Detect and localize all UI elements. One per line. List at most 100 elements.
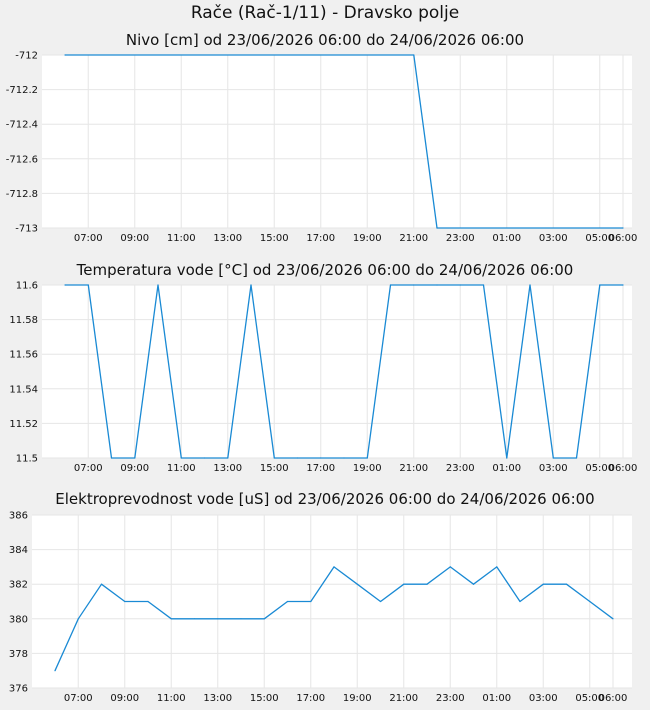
data-point — [193, 618, 196, 620]
x-tick-label: 21:00 — [399, 233, 428, 244]
data-point — [296, 457, 299, 459]
data-point — [310, 600, 312, 603]
data-point — [519, 600, 521, 603]
x-tick-label: 23:00 — [446, 233, 475, 244]
x-tick-label: 17:00 — [306, 463, 335, 474]
chart-1: 11.6 11.58 11.56 11.54 11.52 11.5 07:00 09:00 11… — [9, 281, 637, 475]
data-point — [426, 583, 428, 585]
data-point — [240, 618, 242, 620]
y-tick-label: 378 — [9, 649, 28, 660]
x-tick-label: 11:00 — [167, 463, 196, 474]
y-tick-label: 382 — [9, 580, 28, 591]
data-point — [343, 457, 345, 459]
x-tick-label: 15:00 — [260, 463, 289, 474]
x-tick-label: 03:00 — [539, 233, 568, 244]
x-tick-label: 01:00 — [492, 233, 521, 244]
plot-area — [42, 55, 632, 228]
y-tick-label: 11.6 — [16, 281, 38, 292]
x-tick-label: 05:00 — [585, 463, 614, 474]
data-point — [436, 227, 438, 229]
x-tick-label: 23:00 — [436, 693, 465, 704]
data-point — [449, 566, 451, 568]
y-tick-label: -712.8 — [6, 189, 38, 200]
data-point — [389, 284, 392, 286]
x-tick-label: 07:00 — [64, 693, 93, 704]
plot-area — [42, 285, 632, 458]
data-point — [622, 284, 624, 286]
x-tick-label: 19:00 — [353, 463, 382, 474]
x-tick-label: 17:00 — [296, 693, 325, 704]
y-tick-label: 11.56 — [9, 350, 38, 361]
data-point — [124, 600, 126, 603]
data-point — [100, 583, 103, 585]
data-point — [180, 457, 182, 459]
data-point — [286, 600, 289, 603]
x-tick-label: 05:00 — [575, 693, 604, 704]
x-tick-label: 03:00 — [539, 463, 568, 474]
data-point — [436, 284, 438, 286]
data-point — [472, 583, 475, 585]
x-tick-label: 11:00 — [167, 233, 196, 244]
x-tick-label: 13:00 — [213, 463, 242, 474]
x-tick-label: 06:00 — [609, 463, 638, 474]
data-point — [529, 284, 531, 286]
data-point — [379, 600, 382, 603]
x-tick-label: 01:00 — [492, 463, 521, 474]
x-tick-label: 09:00 — [110, 693, 139, 704]
data-point — [250, 284, 252, 286]
x-tick-label: 15:00 — [250, 693, 279, 704]
data-point — [496, 566, 498, 568]
data-point — [413, 54, 415, 56]
data-point — [157, 284, 159, 286]
x-tick-label: 09:00 — [120, 463, 149, 474]
data-point — [612, 618, 614, 620]
x-tick-label: 06:00 — [599, 693, 628, 704]
data-point — [217, 618, 219, 620]
data-point — [366, 457, 368, 459]
x-tick-label: 06:00 — [609, 233, 638, 244]
chart-title-elektroprevodnost: Elektroprevodnost vode [uS] od 23/06/202… — [55, 490, 595, 508]
x-tick-label: 01:00 — [482, 693, 511, 704]
y-tick-label: 386 — [9, 511, 28, 522]
x-tick-label: 05:00 — [585, 233, 614, 244]
x-tick-label: 19:00 — [343, 693, 372, 704]
data-point — [134, 457, 136, 459]
y-tick-label: 380 — [9, 614, 28, 625]
data-point — [64, 284, 66, 286]
data-point — [147, 600, 149, 603]
data-point — [575, 457, 578, 459]
data-point — [273, 457, 275, 459]
chart-title-temperatura: Temperatura vode [°C] od 23/06/2026 06:0… — [76, 261, 574, 279]
data-point — [599, 284, 601, 286]
y-tick-label: -712 — [15, 51, 38, 62]
x-tick-label: 19:00 — [353, 233, 382, 244]
x-tick-label: 15:00 — [260, 233, 289, 244]
y-tick-label: 11.52 — [9, 419, 38, 430]
data-point — [110, 457, 113, 459]
data-point — [482, 284, 485, 286]
page-title: Rače (Rač-1/11) - Dravsko polje — [190, 3, 460, 23]
x-tick-label: 21:00 — [399, 463, 428, 474]
data-point — [565, 583, 568, 585]
data-point — [263, 618, 265, 620]
y-tick-label: 376 — [9, 684, 28, 695]
data-point — [552, 457, 554, 459]
data-point — [333, 566, 335, 568]
x-tick-label: 07:00 — [74, 463, 103, 474]
x-tick-label: 13:00 — [203, 693, 232, 704]
chart-0: -712 -712.2 -712.4 -712.6 -712.8 -713 07:00 09:… — [6, 51, 638, 245]
chart-title-nivo: Nivo [cm] od 23/06/2026 06:00 do 24/06/2… — [125, 31, 525, 49]
x-tick-label: 11:00 — [157, 693, 186, 704]
y-tick-label: 11.54 — [9, 384, 38, 395]
data-point — [54, 670, 56, 672]
data-point — [356, 583, 358, 585]
x-tick-label: 07:00 — [74, 233, 103, 244]
x-tick-label: 03:00 — [529, 693, 558, 704]
x-tick-label: 09:00 — [120, 233, 149, 244]
y-tick-label: 11.5 — [16, 454, 38, 465]
data-point — [77, 618, 79, 620]
x-tick-label: 17:00 — [306, 233, 335, 244]
data-point — [459, 284, 461, 286]
series-line — [65, 54, 623, 229]
y-tick-label: -712.4 — [6, 120, 38, 131]
